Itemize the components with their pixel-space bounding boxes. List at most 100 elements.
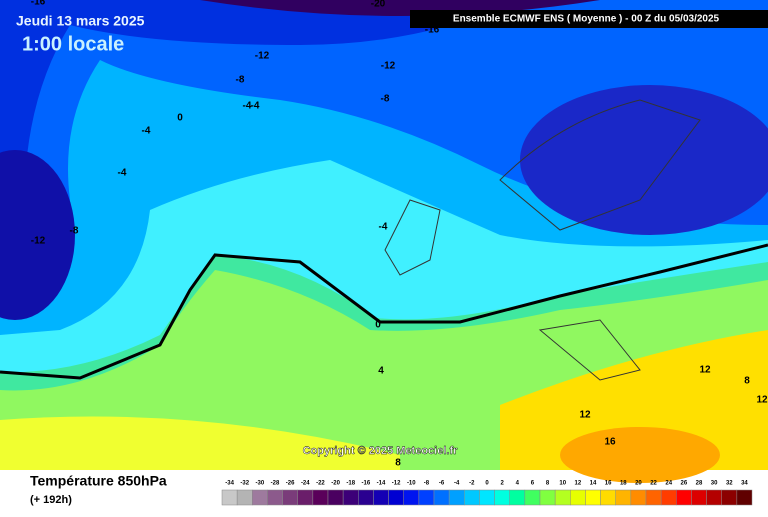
scale-label: -30 xyxy=(256,481,265,487)
scale-swatch xyxy=(342,489,359,506)
field-hot xyxy=(560,427,720,483)
contour-label: -12 xyxy=(31,236,46,247)
contour-label: -4 xyxy=(118,168,127,179)
scale-swatch xyxy=(721,489,738,506)
scale-swatch xyxy=(615,489,632,506)
run-info: Ensemble ECMWF ENS ( Moyenne ) - 00 Z du… xyxy=(453,14,720,25)
field-coldest xyxy=(0,150,75,320)
contour-label: 12 xyxy=(579,410,591,421)
scale-swatch xyxy=(448,489,465,506)
contour-label: -16 xyxy=(425,25,440,36)
contour-label: -4 xyxy=(243,101,252,112)
contour-label: -4 xyxy=(251,101,260,112)
contour-label: 16 xyxy=(604,437,616,448)
scale-swatch xyxy=(433,489,450,506)
scale-label: 6 xyxy=(531,481,535,487)
run-box xyxy=(410,10,768,28)
scale-swatch xyxy=(539,489,556,506)
scale-swatch xyxy=(479,489,495,506)
legend-subtitle: (+ 192h) xyxy=(30,494,72,506)
field-coldest xyxy=(520,85,768,235)
zero-isotherm xyxy=(0,243,768,380)
scale-label: 20 xyxy=(635,481,642,487)
scale-swatch xyxy=(373,489,389,506)
contour-label: 12 xyxy=(699,365,711,376)
contour-label: 4 xyxy=(378,366,384,377)
scale-label: 28 xyxy=(696,481,703,487)
color-scale: -34 -32 -30 -28 -26 -24 -22 -20 -18 -16 -14 -12 -10-… xyxy=(221,481,753,506)
time: 1:00 locale xyxy=(22,33,124,55)
scale-swatch xyxy=(645,489,662,506)
field-warm xyxy=(500,330,768,470)
scale-swatch xyxy=(282,489,298,506)
scale-label: 18 xyxy=(620,481,627,487)
contour-label: 12 xyxy=(756,395,768,406)
scale-swatch xyxy=(221,489,238,506)
scale-swatch xyxy=(297,489,314,506)
scale-label: -32 xyxy=(240,481,249,487)
scale-label: -12 xyxy=(392,481,401,487)
scale-label: -24 xyxy=(301,481,310,487)
contour-label: -12 xyxy=(255,51,270,62)
scale-label: -16 xyxy=(362,481,371,487)
scale-swatch xyxy=(630,489,647,506)
scale-label: 2 xyxy=(500,481,504,487)
copyright: Copyright © 2025 Meteociel.fr xyxy=(303,445,459,457)
contour-label: -4 xyxy=(142,126,151,137)
scale-swatch xyxy=(706,489,722,506)
scale-swatch xyxy=(388,489,404,506)
contour-label: -16 xyxy=(31,0,46,8)
scale-label: 26 xyxy=(681,481,688,487)
coastline xyxy=(384,99,701,381)
scale-swatch xyxy=(676,489,692,506)
scale-swatch xyxy=(252,489,268,506)
scale-swatch xyxy=(570,489,586,506)
scale-label: -22 xyxy=(316,481,325,487)
scale-swatch xyxy=(464,489,480,506)
contour-label: -8 xyxy=(70,226,79,237)
date: Jeudi 13 mars 2025 xyxy=(16,13,145,29)
scale-swatch xyxy=(509,489,526,506)
scale-swatch xyxy=(418,489,435,506)
scale-label: -14 xyxy=(377,481,386,487)
scale-swatch xyxy=(691,489,707,506)
scale-label: -20 xyxy=(331,481,340,487)
scale-label: 34 xyxy=(741,481,748,487)
contour-label: -12 xyxy=(381,61,396,72)
scale-label: 16 xyxy=(605,481,612,487)
scale-swatch xyxy=(358,489,374,506)
scale-label: 10 xyxy=(559,481,566,487)
scale-label: 14 xyxy=(590,481,597,487)
scale-label: 32 xyxy=(726,481,733,487)
contour-label: -20 xyxy=(371,0,386,10)
scale-label: -4 xyxy=(454,481,460,487)
scale-swatch xyxy=(267,489,283,506)
scale-label: 0 xyxy=(485,481,489,487)
scale-swatch xyxy=(236,489,253,506)
scale-label: 24 xyxy=(665,481,672,487)
contour-labels: -16 -20-16-12-12-8-8-4-40-4-4-12-8 -404121… xyxy=(31,0,768,469)
contour-label: -8 xyxy=(381,94,390,105)
scale-label: -26 xyxy=(286,481,295,487)
contour-label: 0 xyxy=(375,320,381,331)
scale-swatch xyxy=(494,489,510,506)
scale-label: -10 xyxy=(407,481,416,487)
scale-swatch xyxy=(403,489,420,506)
scale-label: -6 xyxy=(439,481,445,487)
scale-swatch xyxy=(524,489,541,506)
contour-label: 0 xyxy=(177,113,183,124)
field-warm xyxy=(0,416,400,470)
scale-swatch xyxy=(660,489,677,506)
scale-swatch xyxy=(327,489,344,506)
field-colder xyxy=(0,0,520,200)
contour-label: -4 xyxy=(379,222,388,233)
contour-label: -8 xyxy=(236,75,245,86)
contour-label: 8 xyxy=(744,376,750,387)
scale-label: 12 xyxy=(575,481,582,487)
scale-swatch xyxy=(312,489,329,506)
contour-label: 8 xyxy=(395,458,401,469)
scale-label: -34 xyxy=(225,481,234,487)
scale-label: -2 xyxy=(469,481,475,487)
scale-swatch xyxy=(600,489,616,506)
